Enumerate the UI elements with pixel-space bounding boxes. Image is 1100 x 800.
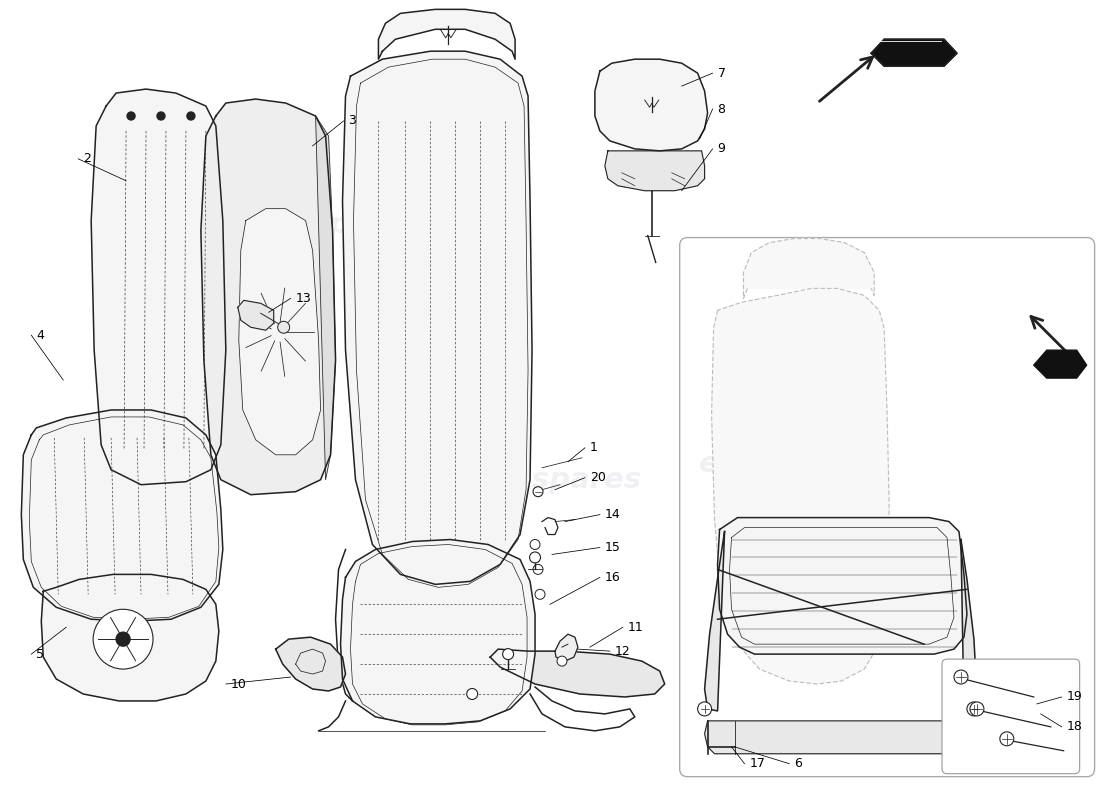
Polygon shape [595,59,707,151]
Polygon shape [605,151,705,190]
Circle shape [954,670,968,684]
Circle shape [466,689,477,699]
Polygon shape [316,116,336,480]
Text: 9: 9 [717,142,726,155]
Text: 5: 5 [36,648,44,661]
Text: 8: 8 [717,102,726,115]
Text: 2: 2 [84,152,91,166]
Text: 12: 12 [615,645,630,658]
Circle shape [117,632,130,646]
Polygon shape [556,634,578,661]
Text: 3: 3 [349,114,356,127]
Text: 6: 6 [794,758,802,770]
Polygon shape [378,10,515,59]
Polygon shape [1034,350,1087,378]
Circle shape [277,322,289,334]
Polygon shape [42,574,219,701]
Polygon shape [705,721,977,754]
Polygon shape [342,51,532,584]
Text: 1: 1 [590,442,597,454]
Circle shape [967,702,981,716]
Text: eurospares: eurospares [239,210,422,238]
Polygon shape [276,637,345,691]
Circle shape [157,112,165,120]
Circle shape [535,590,544,599]
Polygon shape [239,209,320,455]
Polygon shape [491,649,664,697]
Text: 4: 4 [36,329,44,342]
Polygon shape [238,300,274,330]
Text: 11: 11 [628,621,643,634]
Circle shape [697,702,712,716]
Text: 14: 14 [605,508,620,521]
Circle shape [529,552,540,563]
Text: 7: 7 [717,66,726,80]
Text: 20: 20 [590,471,606,484]
Polygon shape [871,39,957,66]
Text: 19: 19 [1067,690,1082,703]
Circle shape [534,565,543,574]
Circle shape [970,702,983,716]
Text: 13: 13 [296,292,311,305]
Text: 15: 15 [605,541,620,554]
Text: eurospares: eurospares [458,466,642,494]
Text: eurospares: eurospares [700,450,883,478]
Text: 18: 18 [1067,720,1082,734]
Circle shape [187,112,195,120]
FancyBboxPatch shape [680,238,1094,777]
Polygon shape [91,89,226,485]
Circle shape [530,539,540,550]
FancyBboxPatch shape [942,659,1080,774]
Circle shape [557,656,566,666]
Polygon shape [961,539,977,711]
Text: 16: 16 [605,571,620,584]
Circle shape [1000,732,1014,746]
Circle shape [128,112,135,120]
Text: 17: 17 [749,758,766,770]
Polygon shape [744,238,874,298]
Circle shape [534,486,543,497]
Polygon shape [341,539,535,724]
Text: 10: 10 [231,678,246,690]
Polygon shape [21,410,223,622]
Polygon shape [717,518,967,654]
Text: eurospares: eurospares [151,370,334,398]
Circle shape [503,649,514,659]
Polygon shape [712,288,889,684]
Circle shape [94,610,153,669]
Polygon shape [705,531,725,711]
Polygon shape [201,99,336,494]
